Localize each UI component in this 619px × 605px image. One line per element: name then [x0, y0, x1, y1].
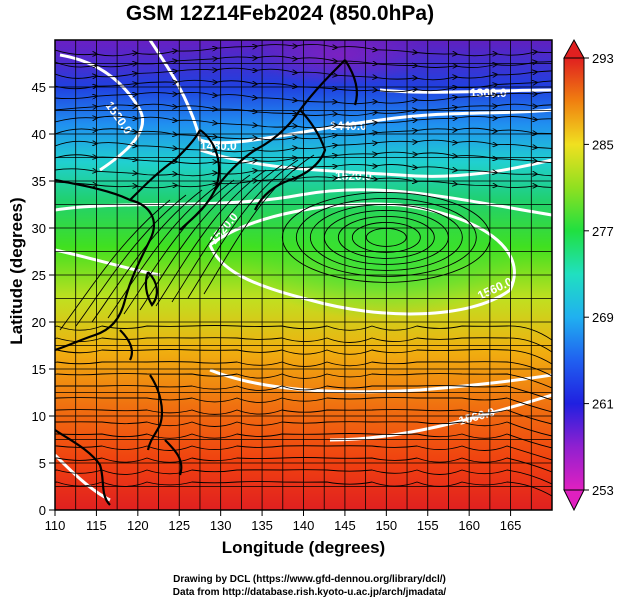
- colorbar-tick-label: 269: [592, 310, 614, 325]
- x-tick-label: 130: [210, 518, 232, 533]
- streamline: [139, 174, 251, 311]
- colorbar-tick-label: 285: [592, 137, 614, 152]
- lat-lon-grid: [55, 40, 552, 510]
- x-axis-label: Longitude (degrees): [221, 538, 386, 557]
- colorbar-tick-label: 293: [592, 51, 614, 66]
- streamline: [55, 421, 552, 437]
- x-tick-label: 115: [86, 518, 107, 533]
- x-tick-label: 140: [293, 518, 315, 533]
- streamline: [55, 128, 552, 140]
- x-tick-label: 120: [127, 518, 149, 533]
- streamline: [75, 194, 187, 327]
- x-tick-label: 165: [500, 518, 522, 533]
- streamline: [55, 373, 552, 389]
- y-axis-label: Latitude (degrees): [7, 197, 26, 345]
- y-tick-label: 30: [32, 221, 46, 236]
- colorbar-body: [563, 57, 585, 491]
- streamline: [187, 159, 299, 299]
- streamline: [55, 361, 552, 377]
- streamline: [123, 179, 235, 315]
- colorbar-tick-label: 261: [592, 397, 614, 412]
- streamline: [55, 409, 552, 425]
- streamline: [55, 349, 552, 365]
- y-tick-label: 25: [32, 268, 46, 283]
- x-tick-label: 145: [334, 518, 356, 533]
- streamline: [55, 397, 552, 413]
- y-tick-label: 45: [32, 80, 46, 95]
- x-tick-label: 150: [375, 518, 397, 533]
- x-tick-label: 125: [168, 518, 190, 533]
- x-axis-ticks: 110 115 120 125 130 135 140 145 150 155 160 165: [45, 510, 522, 533]
- credit-drawing: Drawing by DCL (https://www.gfd-dennou.o…: [173, 574, 446, 585]
- colorbar-top-triangle: [563, 38, 585, 59]
- y-tick-label: 15: [32, 362, 46, 377]
- streamline: [55, 445, 552, 461]
- y-tick-label: 0: [39, 503, 46, 518]
- x-tick-label: 110: [45, 518, 66, 533]
- x-tick-label: 155: [417, 518, 439, 533]
- streamline: [55, 92, 552, 104]
- streamline: [203, 154, 315, 295]
- y-tick-label: 5: [39, 456, 46, 471]
- streamline: [55, 433, 552, 449]
- streamline: [155, 169, 267, 307]
- colorbar-tick-label: 253: [592, 483, 614, 498]
- colorbar-tick-label: 277: [592, 224, 614, 239]
- streamline: [55, 325, 552, 341]
- colorbar: 293 285 277 269 261 253: [563, 38, 614, 512]
- y-tick-label: 40: [32, 127, 46, 142]
- colorbar-bottom-triangle: [563, 489, 585, 512]
- streamline: [55, 68, 552, 80]
- y-tick-label: 35: [32, 174, 46, 189]
- y-tick-label: 20: [32, 315, 46, 330]
- streamline: [55, 457, 552, 473]
- x-tick-label: 160: [458, 518, 480, 533]
- streamline: [59, 199, 171, 331]
- y-tick-label: 10: [32, 409, 46, 424]
- streamline: [55, 140, 552, 152]
- streamline: [107, 184, 219, 319]
- map-field: 1520.0 1480.0 1440.0 1360.0 1520.0 1520.…: [55, 40, 552, 510]
- chart-title: GSM 12Z14Feb2024 (850.0hPa): [125, 2, 435, 25]
- streamline: [55, 176, 552, 188]
- streamline: [55, 44, 552, 55]
- credit-data: Data from http://database.rish.kyoto-u.a…: [172, 587, 447, 598]
- contour-label: 1360.0: [470, 86, 507, 100]
- colorbar-ticks: 293 285 277 269 261 253: [584, 51, 614, 498]
- streamline: [55, 385, 552, 401]
- streamline: [55, 337, 552, 353]
- y-axis-ticks: 0 5 10 15 20 25 30 35 40 45: [32, 80, 55, 518]
- x-tick-label: 135: [251, 518, 273, 533]
